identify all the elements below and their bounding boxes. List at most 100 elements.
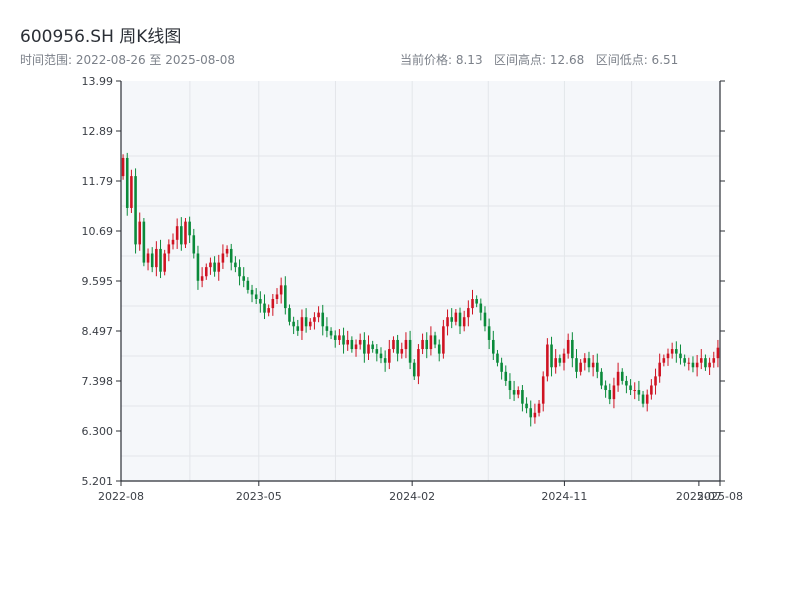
price-stats: 当前价格: 8.13 区间高点: 12.68 区间低点: 6.51 — [400, 51, 678, 68]
candle-body — [379, 353, 383, 359]
candle-body — [375, 349, 379, 354]
candle-body — [454, 312, 458, 322]
candle-body — [317, 312, 320, 318]
candle-body — [192, 235, 196, 254]
candle-body — [358, 339, 362, 345]
candle-body — [675, 349, 678, 354]
candle-body — [342, 335, 345, 345]
candle-body — [188, 221, 191, 236]
candle-body — [496, 353, 499, 363]
candle-body — [150, 253, 154, 268]
candle-body — [350, 339, 354, 350]
candle-body — [308, 321, 312, 327]
candle-body — [275, 294, 279, 299]
candle-body — [134, 176, 137, 245]
candle-body — [437, 344, 441, 354]
candle-body — [687, 362, 691, 364]
y-tick-label: 13.99 — [82, 75, 114, 88]
y-tick-label: 9.595 — [82, 275, 114, 288]
candle-body — [221, 253, 225, 263]
candle-body — [371, 344, 374, 350]
candle-body — [209, 262, 212, 268]
candle-body — [279, 285, 283, 295]
candle-body — [716, 347, 720, 359]
y-tick-label: 10.69 — [82, 225, 114, 238]
candle-body — [571, 339, 574, 359]
candle-body — [516, 390, 520, 395]
candle-body — [450, 317, 453, 322]
candle-body — [159, 248, 162, 272]
candle-body — [704, 358, 707, 368]
candle-body — [363, 339, 366, 354]
candle-body — [171, 239, 175, 245]
candle-body — [662, 358, 666, 363]
y-tick-label: 6.300 — [82, 425, 114, 438]
candle-body — [587, 358, 591, 368]
candle-body — [180, 226, 183, 245]
candle-body — [683, 358, 686, 363]
candle-body — [541, 376, 545, 404]
y-tick-label: 11.79 — [82, 175, 114, 188]
candle-body — [625, 380, 628, 386]
candle-body — [537, 403, 541, 413]
candle-body — [412, 362, 416, 377]
candle-body — [600, 371, 603, 386]
candle-body — [550, 344, 553, 368]
candle-body — [650, 385, 653, 395]
candle-body — [325, 326, 329, 331]
candle-body — [396, 339, 399, 354]
candle-body — [213, 262, 216, 272]
candle-body — [229, 248, 233, 263]
candle-body — [666, 353, 670, 359]
candle-body — [250, 289, 254, 295]
candle-body — [175, 226, 179, 240]
candle-body — [234, 262, 237, 268]
x-tick-label: 2025-08 — [697, 490, 743, 503]
candle-body — [304, 317, 308, 327]
candle-body — [712, 358, 716, 363]
candle-body — [658, 362, 661, 377]
candle-body — [475, 298, 478, 304]
candle-body — [645, 394, 649, 404]
x-tick-label: 2024-11 — [541, 490, 587, 503]
candle-body — [138, 221, 142, 245]
candle-body — [429, 335, 433, 350]
chart-title: 600956.SH 周K线图 — [20, 27, 182, 47]
candle-body — [446, 317, 449, 327]
candle-body — [288, 308, 291, 322]
candle-body — [467, 308, 470, 318]
candle-body — [130, 176, 133, 208]
y-tick-label: 8.497 — [82, 325, 114, 338]
candle-body — [670, 349, 674, 354]
candle-body — [392, 339, 395, 350]
candle-body — [163, 253, 166, 272]
plot-area — [121, 81, 720, 481]
y-tick-label: 7.398 — [82, 375, 114, 388]
range-high: 区间高点: 12.68 — [494, 53, 585, 67]
x-tick-label: 2022-08 — [98, 490, 144, 503]
candle-body — [271, 298, 275, 309]
candle-body — [558, 358, 562, 363]
candle-body — [263, 303, 266, 313]
y-tick-label: 5.201 — [82, 475, 114, 488]
candle-body — [546, 344, 549, 377]
candle-body — [708, 362, 711, 368]
candle-body — [404, 339, 408, 350]
candle-body — [204, 267, 208, 277]
candle-body — [313, 317, 316, 322]
candle-body — [184, 221, 187, 245]
candle-body — [616, 371, 620, 386]
candle-body — [575, 358, 578, 372]
candle-body — [595, 362, 599, 372]
candle-body — [512, 390, 516, 395]
candle-body — [246, 280, 250, 290]
range-low: 区间低点: 6.51 — [595, 53, 679, 67]
candle-body — [329, 330, 333, 336]
candle-body — [408, 339, 412, 363]
candle-body — [259, 298, 262, 304]
candle-body — [487, 326, 491, 340]
candle-body — [121, 157, 125, 177]
candle-body — [442, 326, 445, 354]
x-tick-label: 2024-02 — [389, 490, 435, 503]
